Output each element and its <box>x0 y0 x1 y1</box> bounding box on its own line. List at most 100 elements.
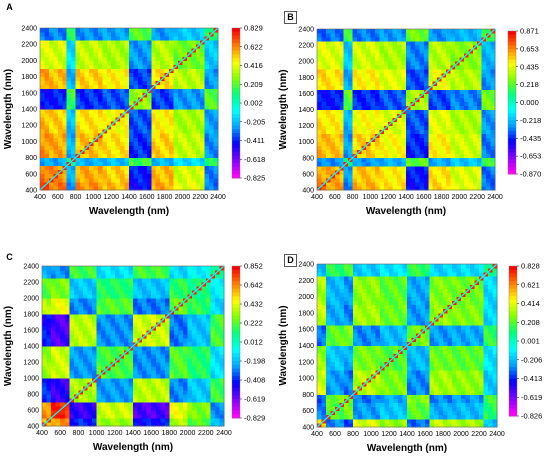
heatmap-cell <box>183 326 188 331</box>
heatmap-cell <box>357 77 362 82</box>
heatmap-cell <box>187 286 193 291</box>
heatmap-cell <box>352 29 358 34</box>
heatmap-cell <box>164 113 170 118</box>
heatmap-cell <box>481 65 487 70</box>
heatmap-cell <box>352 145 358 151</box>
heatmap-cell <box>195 141 201 146</box>
heatmap-cell <box>339 45 345 50</box>
heatmap-cell <box>42 366 47 371</box>
heatmap-cell <box>343 33 349 38</box>
heatmap-cell <box>365 121 371 126</box>
heatmap-cell <box>388 57 394 62</box>
heatmap-cell <box>334 101 340 106</box>
heatmap-cell <box>468 37 474 42</box>
heatmap-cell <box>48 145 54 150</box>
heatmap-cell <box>120 121 125 126</box>
heatmap-cell <box>423 93 429 98</box>
heatmap-cell <box>432 49 438 54</box>
heatmap-cell <box>419 73 425 78</box>
heatmap-cell <box>169 278 175 283</box>
heatmap-cell <box>437 89 442 94</box>
heatmap-cell <box>432 181 438 187</box>
heatmap-cell <box>321 157 327 163</box>
heatmap-cell <box>339 121 345 126</box>
heatmap-cell <box>330 185 336 191</box>
heatmap-cell <box>195 92 201 98</box>
heatmap-cell <box>48 80 54 86</box>
heatmap-cell <box>146 358 152 363</box>
heatmap-cell <box>80 72 85 77</box>
heatmap-cell <box>196 306 202 311</box>
heatmap-cell <box>169 306 175 311</box>
heatmap-cell <box>406 181 411 187</box>
heatmap-cell <box>196 266 202 271</box>
heatmap-cell <box>177 44 183 49</box>
heatmap-cell <box>187 334 193 339</box>
heatmap-cell <box>213 137 219 142</box>
heatmap-cell <box>82 378 88 383</box>
colorbar-segment <box>508 88 516 93</box>
heatmap-cell <box>401 181 407 187</box>
heatmap-cell <box>142 310 148 315</box>
heatmap-cell <box>214 282 220 287</box>
heatmap-cell <box>213 153 219 158</box>
heatmap-cell <box>110 330 116 335</box>
heatmap-cell <box>401 101 407 106</box>
heatmap-cell <box>55 362 61 367</box>
heatmap-cell <box>437 37 442 42</box>
heatmap-cell <box>201 386 207 391</box>
heatmap-cell <box>92 330 97 335</box>
heatmap-cell <box>330 81 336 86</box>
y-tick-label: 1800 <box>21 74 37 81</box>
heatmap-cell <box>459 113 465 118</box>
heatmap-cell <box>406 53 411 58</box>
heatmap-cell <box>183 362 188 367</box>
heatmap-cell <box>472 125 478 131</box>
heatmap-cell <box>57 165 63 171</box>
heatmap-cell <box>383 33 389 38</box>
heatmap-cell <box>133 177 139 183</box>
heatmap-cell <box>155 362 161 367</box>
heatmap-cell <box>339 117 345 122</box>
heatmap-cell <box>123 326 129 331</box>
heatmap-cell <box>432 177 438 183</box>
heatmap-cell <box>196 330 202 335</box>
heatmap-cell <box>352 105 358 110</box>
heatmap-cell <box>137 314 143 319</box>
heatmap-cell <box>401 89 407 94</box>
heatmap-cell <box>388 93 394 98</box>
heatmap-cell <box>73 294 79 299</box>
heatmap-cell <box>123 342 129 347</box>
heatmap-cell <box>490 137 496 143</box>
heatmap-cell <box>392 109 398 114</box>
heatmap-cell <box>169 84 174 90</box>
heatmap-cell <box>330 137 336 143</box>
colorbar-segment <box>508 34 516 39</box>
heatmap-cell <box>423 149 429 155</box>
heatmap-cell <box>213 165 219 171</box>
heatmap-cell <box>88 84 94 90</box>
heatmap-cell <box>343 157 349 163</box>
heatmap-cell <box>201 410 207 415</box>
heatmap-cell <box>209 161 214 167</box>
heatmap-cell <box>317 77 322 82</box>
heatmap-cell <box>374 81 380 86</box>
heatmap-cell <box>137 161 143 167</box>
heatmap-cell <box>133 410 138 415</box>
heatmap-cell <box>53 76 59 82</box>
heatmap-cell <box>93 44 99 49</box>
heatmap-cell <box>486 173 491 179</box>
heatmap-cell <box>82 350 88 355</box>
heatmap-cell <box>123 370 129 375</box>
heatmap-cell <box>201 342 207 347</box>
heatmap-cell <box>115 88 121 94</box>
heatmap-cell <box>214 334 220 339</box>
heatmap-cell <box>169 330 175 335</box>
heatmap-cell <box>55 274 61 279</box>
heatmap-cell <box>383 161 389 167</box>
heatmap-cell <box>441 33 447 38</box>
heatmap-cell <box>204 44 210 49</box>
heatmap-cell <box>173 346 179 351</box>
heatmap-cell <box>96 410 102 415</box>
heatmap-cell <box>414 185 420 191</box>
